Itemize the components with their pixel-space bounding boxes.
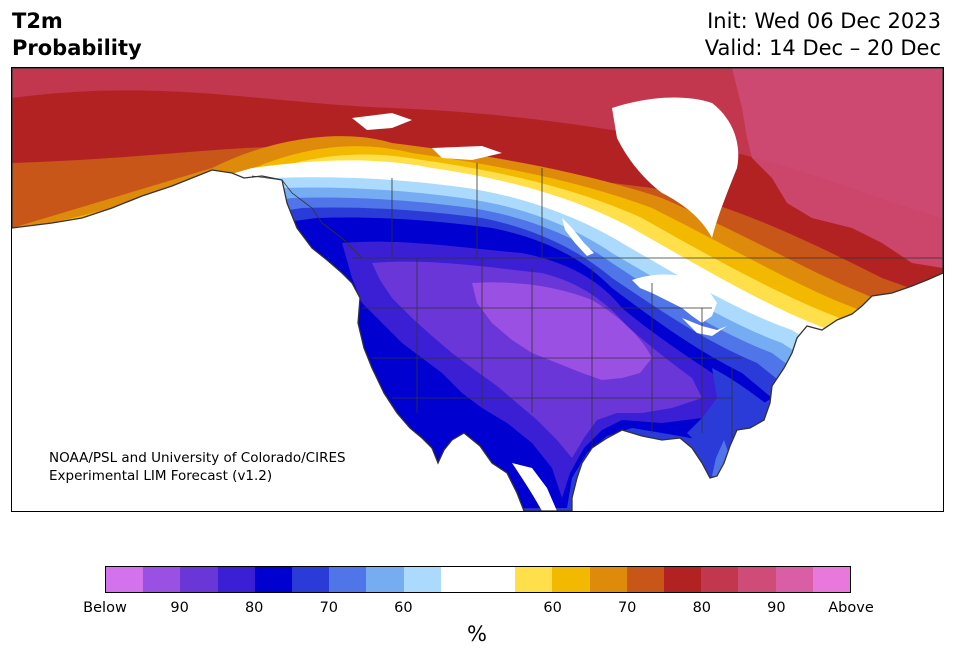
colorbar-unit: % xyxy=(467,622,487,646)
hudson-bay xyxy=(612,97,739,238)
colorbar-swatch xyxy=(180,567,218,592)
colorbar-swatch xyxy=(292,567,330,592)
colorbar-tick-label: Above xyxy=(828,600,874,616)
colorbar-swatch xyxy=(775,567,813,592)
great-lakes xyxy=(632,274,717,323)
colorbar-swatch xyxy=(626,567,665,592)
colorbar-swatch xyxy=(217,567,255,592)
colorbar-tick-label: 90 xyxy=(767,600,786,616)
map-title: T2m Probability xyxy=(12,8,142,62)
init-date: Init: Wed 06 Dec 2023 xyxy=(707,9,941,33)
credit-text: NOAA/PSL and University of Colorado/CIRE… xyxy=(49,449,346,485)
credit-line-1: NOAA/PSL and University of Colorado/CIRE… xyxy=(49,450,346,466)
colorbar-swatch xyxy=(478,567,516,592)
probability-map xyxy=(11,67,944,512)
colorbar-legend xyxy=(105,566,851,593)
colorbar-swatch xyxy=(403,567,441,592)
forecast-dates: Init: Wed 06 Dec 2023 Valid: 14 Dec – 20… xyxy=(705,8,941,62)
colorbar-tick-label: 70 xyxy=(319,600,339,616)
colorbar-swatch xyxy=(366,567,404,592)
greenland-region xyxy=(732,68,943,268)
colorbar-swatch xyxy=(664,567,702,592)
colorbar-swatch xyxy=(254,567,293,592)
colorbar-tick-label: 70 xyxy=(617,600,637,616)
colorbar-swatch xyxy=(440,567,479,592)
colorbar-swatch xyxy=(106,567,144,592)
valid-range: Valid: 14 Dec – 20 Dec xyxy=(704,36,941,60)
colorbar-tick-label: 90 xyxy=(170,600,189,616)
colorbar-swatch xyxy=(143,567,181,592)
border-lines xyxy=(251,163,942,448)
colorbar-swatch xyxy=(515,567,553,592)
colorbar-swatch xyxy=(812,567,851,592)
credit-line-2: Experimental LIM Forecast (v1.2) xyxy=(49,468,273,484)
colorbar-tick-label: Below xyxy=(83,600,127,616)
colorbar-tick-label: 80 xyxy=(692,600,712,616)
colorbar-tick-label: 60 xyxy=(543,600,562,616)
colorbar-swatch xyxy=(738,567,776,592)
title-field: Probability xyxy=(12,36,142,60)
colorbar-swatch xyxy=(701,567,739,592)
colorbar-tick-label: 60 xyxy=(394,600,413,616)
colorbar-swatch xyxy=(552,567,590,592)
colorbar-swatch xyxy=(589,567,627,592)
title-variable: T2m xyxy=(12,9,63,33)
colorbar-tick-label: 80 xyxy=(244,600,264,616)
colorbar-swatch xyxy=(329,567,367,592)
map-svg xyxy=(12,68,943,511)
